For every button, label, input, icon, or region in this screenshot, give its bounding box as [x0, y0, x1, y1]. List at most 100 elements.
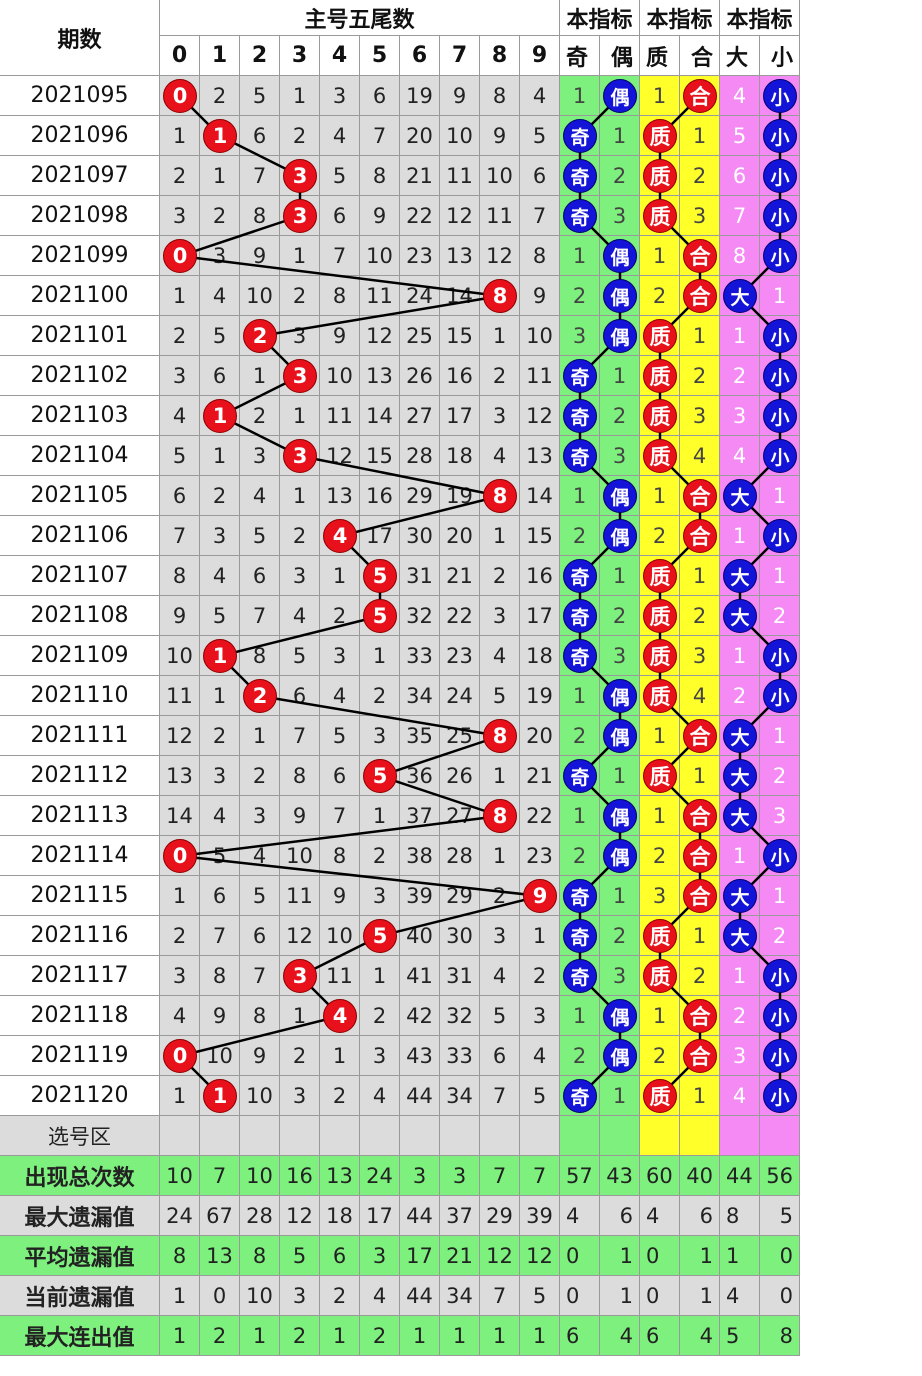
digit-cell: 6 [320, 196, 360, 236]
composite-cell: 2 [680, 596, 720, 636]
digit-cell: 2 [520, 956, 560, 996]
digit-cell: 1 [200, 156, 240, 196]
digit-cell: 5 [480, 676, 520, 716]
odd-cell: 2 [560, 1036, 600, 1076]
summary-value: 1 [680, 1236, 720, 1276]
prime-ball: 质 [643, 319, 677, 353]
even-header: 偶 [600, 36, 640, 76]
composite-cell: 2 [680, 956, 720, 996]
period-cell: 2021109 [0, 636, 160, 676]
summary-value: 7 [480, 1156, 520, 1196]
digit-header-8: 8 [480, 36, 520, 76]
hit-trend-line [259, 694, 501, 738]
digit-cell: 3 [360, 876, 400, 916]
odd-ball: 奇 [563, 959, 597, 993]
big-cell: 1 [720, 316, 760, 356]
digit-cell: 16 [520, 556, 560, 596]
digit-cell: 31 [440, 956, 480, 996]
period-cell: 2021110 [0, 676, 160, 716]
digit-header-6: 6 [400, 36, 440, 76]
big-cell: 1 [720, 956, 760, 996]
summary-value: 1 [320, 1316, 360, 1356]
summary-value: 1 [480, 1316, 520, 1356]
hit-ball: 5 [363, 599, 397, 633]
summary-value: 2 [200, 1316, 240, 1356]
digit-cell: 21 [400, 156, 440, 196]
odd-ball: 奇 [563, 159, 597, 193]
period-cell: 2021106 [0, 516, 160, 556]
composite-ball: 合 [683, 999, 717, 1033]
hit-trend-line [259, 294, 501, 338]
digit-cell: 6 [320, 756, 360, 796]
summary-value: 3 [360, 1236, 400, 1276]
digit-cell: 4 [200, 796, 240, 836]
digit-cell: 2 [480, 356, 520, 396]
digit-cell: 18 [520, 636, 560, 676]
digit-cell: 28 [400, 436, 440, 476]
digit-cell: 23 [440, 636, 480, 676]
even-ball: 偶 [603, 479, 637, 513]
small-header: 小 [760, 36, 800, 76]
digit-cell: 16 [360, 476, 400, 516]
digit-cell: 9 [480, 116, 520, 156]
big-cell: 7 [720, 196, 760, 236]
hit-ball: 8 [483, 799, 517, 833]
digit-cell: 2 [240, 756, 280, 796]
composite-cell: 1 [680, 916, 720, 956]
odd-header: 奇 [560, 36, 600, 76]
odd-cell: 2 [560, 276, 600, 316]
digit-cell: 3 [480, 916, 520, 956]
digit-cell: 7 [280, 716, 320, 756]
digit-cell: 10 [320, 356, 360, 396]
digit-cell: 25 [400, 316, 440, 356]
digit-cell: 3 [280, 556, 320, 596]
summary-value: 4 [680, 1316, 720, 1356]
digit-cell: 10 [240, 276, 280, 316]
digit-cell: 2 [160, 316, 200, 356]
composite-ball: 合 [683, 79, 717, 113]
digit-header-5: 5 [360, 36, 400, 76]
big-cell: 3 [720, 1036, 760, 1076]
even-ball: 偶 [603, 1039, 637, 1073]
digit-cell: 7 [320, 236, 360, 276]
digit-cell: 8 [360, 156, 400, 196]
digit-header-0: 0 [160, 36, 200, 76]
prime-ball: 质 [643, 959, 677, 993]
summary-value: 6 [320, 1236, 360, 1276]
small-cell: 2 [760, 756, 800, 796]
digit-cell: 9 [200, 996, 240, 1036]
odd-ball: 奇 [563, 1079, 597, 1113]
summary-value: 0 [640, 1276, 680, 1316]
digit-cell: 11 [320, 396, 360, 436]
select-cell [440, 1116, 480, 1156]
summary-value: 4 [600, 1316, 640, 1356]
digit-header-1: 1 [200, 36, 240, 76]
hit-ball: 8 [483, 719, 517, 753]
digit-cell: 9 [440, 76, 480, 116]
summary-value: 8 [240, 1236, 280, 1276]
digit-cell: 11 [520, 356, 560, 396]
digit-cell: 1 [320, 1036, 360, 1076]
summary-value: 16 [280, 1156, 320, 1196]
digit-cell: 2 [200, 716, 240, 756]
digit-cell: 4 [280, 596, 320, 636]
hit-ball: 4 [323, 999, 357, 1033]
digit-cell: 15 [440, 316, 480, 356]
big-cell: 5 [720, 116, 760, 156]
odd-ball: 奇 [563, 759, 597, 793]
small-cell: 1 [760, 476, 800, 516]
summary-value: 0 [200, 1276, 240, 1316]
period-cell: 2021097 [0, 156, 160, 196]
hit-ball: 0 [163, 239, 197, 273]
summary-value: 44 [400, 1196, 440, 1236]
prime-ball: 质 [643, 559, 677, 593]
digit-cell: 4 [520, 1036, 560, 1076]
odd-ball: 奇 [563, 399, 597, 433]
hit-ball: 3 [283, 199, 317, 233]
prime-cell: 2 [640, 1036, 680, 1076]
digit-cell: 5 [240, 876, 280, 916]
hit-ball: 0 [163, 1039, 197, 1073]
prime-ball: 质 [643, 359, 677, 393]
digit-cell: 21 [520, 756, 560, 796]
digit-cell: 13 [160, 756, 200, 796]
